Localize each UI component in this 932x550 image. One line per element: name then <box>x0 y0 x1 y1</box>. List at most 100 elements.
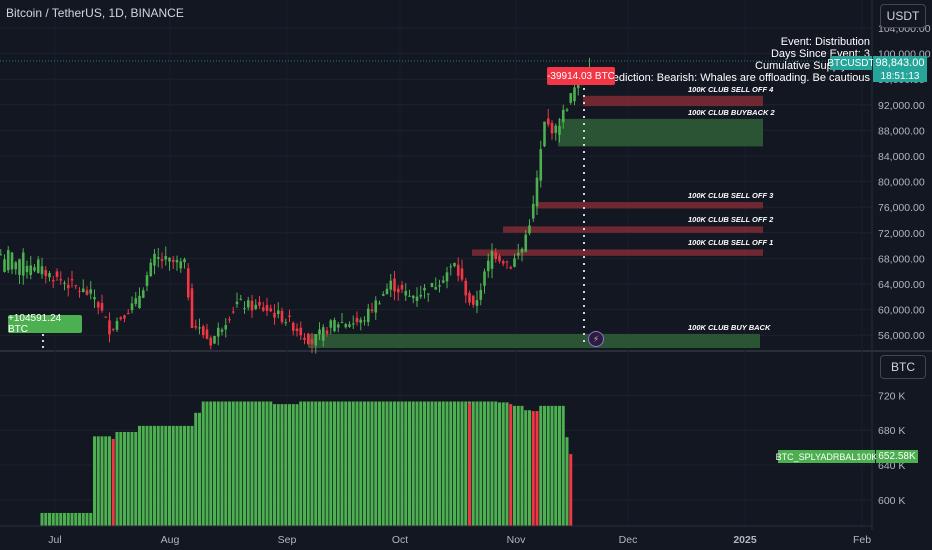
candle-body <box>190 288 194 328</box>
indicator-bar <box>336 401 340 526</box>
candle-body <box>378 303 381 305</box>
candle-body <box>93 297 96 300</box>
candle-body <box>0 254 3 256</box>
indicator-bar <box>78 512 81 526</box>
candle-body <box>483 271 486 286</box>
price-unit-button[interactable]: USDT <box>880 4 926 28</box>
indicator-bar <box>453 401 456 526</box>
indicator-bar <box>261 401 265 526</box>
zone-sell <box>536 202 763 209</box>
candle-body <box>123 315 126 319</box>
zone-label: 100K CLUB BUY BACK <box>688 322 771 332</box>
indicator-bar <box>111 438 115 526</box>
indicator-bar <box>66 512 70 526</box>
indicator-bar <box>96 436 100 526</box>
candle-body <box>40 266 44 275</box>
time-tick-label: Dec <box>619 534 638 546</box>
price-tick-label: 64,000.00 <box>878 279 925 291</box>
price-tick-label: 72,000.00 <box>878 228 925 240</box>
time-axis[interactable]: Jul Aug Sep Oct Nov Dec 2025 Feb <box>48 534 871 546</box>
candle-body <box>516 252 520 256</box>
candle-body <box>138 295 141 309</box>
indicator-bar <box>385 401 389 526</box>
candle-body <box>239 298 243 300</box>
indicator-bar <box>441 401 445 526</box>
candle-body <box>486 260 490 272</box>
indicator-bar <box>321 401 325 526</box>
candle-body <box>228 319 231 321</box>
candle-body <box>359 319 363 323</box>
candle-body <box>59 279 63 281</box>
indicator-tick-label: 640 K <box>878 460 905 472</box>
indicator-bar <box>164 425 168 526</box>
indicator-bar <box>123 431 126 526</box>
indicator-bar <box>561 405 565 526</box>
indicator-bar <box>85 512 89 526</box>
indicator-bar <box>520 405 524 526</box>
countdown-tag: 18:51:13 <box>873 70 927 82</box>
indicator-bar <box>565 437 569 526</box>
indicator-bar <box>258 401 261 526</box>
candle-body <box>246 300 250 308</box>
candle-body <box>89 289 93 294</box>
indicator-tick-label: 720 K <box>878 390 905 402</box>
lightning-icon[interactable]: ⚡ <box>588 331 604 347</box>
indicator-bar <box>366 401 370 526</box>
indicator-bar <box>430 401 434 526</box>
indicator-bar <box>160 425 164 526</box>
indicator-bar <box>471 401 475 526</box>
indicator-bar <box>198 412 201 526</box>
indicator-bar <box>370 401 374 526</box>
indicator-bar <box>171 425 175 526</box>
candle-body <box>14 262 18 270</box>
candle-body <box>295 328 299 332</box>
candle-body <box>370 309 374 312</box>
candle-body <box>6 250 10 271</box>
candle-body <box>329 320 333 328</box>
candle-body <box>524 234 528 252</box>
candle-body <box>164 256 168 260</box>
indicator-bar <box>190 425 194 526</box>
candle-body <box>546 118 550 125</box>
candle-body <box>243 308 246 310</box>
indicator-bar <box>48 512 51 526</box>
candle-body <box>419 294 423 297</box>
time-tick-label: Jul <box>48 534 61 546</box>
zone-label: 100K CLUB SELL OFF 4 <box>688 84 774 94</box>
candle-body <box>96 302 100 308</box>
indicator-bar <box>205 401 209 526</box>
indicator-bar <box>501 402 505 526</box>
candle-body <box>85 290 89 295</box>
candle-body <box>55 271 59 277</box>
candle-body <box>111 328 115 330</box>
indicator-bar <box>449 401 453 526</box>
candle-body <box>171 259 175 262</box>
indicator-bar <box>59 512 63 526</box>
indicator-bar <box>273 404 276 526</box>
candle-body <box>78 290 81 292</box>
indicator-bar <box>235 401 239 526</box>
candle-body <box>183 259 186 263</box>
candle-body <box>505 261 509 263</box>
indicator-bar <box>284 404 288 526</box>
indicator-bar <box>325 401 329 526</box>
candle-body <box>539 149 543 181</box>
indicator-unit-button[interactable]: BTC <box>880 355 926 379</box>
indicator-axis[interactable]: 720 K 680 K 640 K 600 K <box>878 390 905 506</box>
candle-body <box>344 324 348 328</box>
candle-body <box>261 307 265 311</box>
indicator-bar <box>546 405 550 526</box>
candle-body <box>303 337 306 340</box>
candle-body <box>198 327 201 329</box>
indicator-bar <box>475 401 479 526</box>
candle-body <box>336 324 340 328</box>
indicator-bar <box>179 425 183 526</box>
candle-body <box>509 267 513 269</box>
candle-body <box>168 257 171 262</box>
candle-body <box>81 288 85 293</box>
candle-body <box>216 327 220 337</box>
indicator-bar <box>329 401 333 526</box>
candle-body <box>325 330 329 334</box>
zone-label: 100K CLUB SELL OFF 3 <box>688 191 774 201</box>
